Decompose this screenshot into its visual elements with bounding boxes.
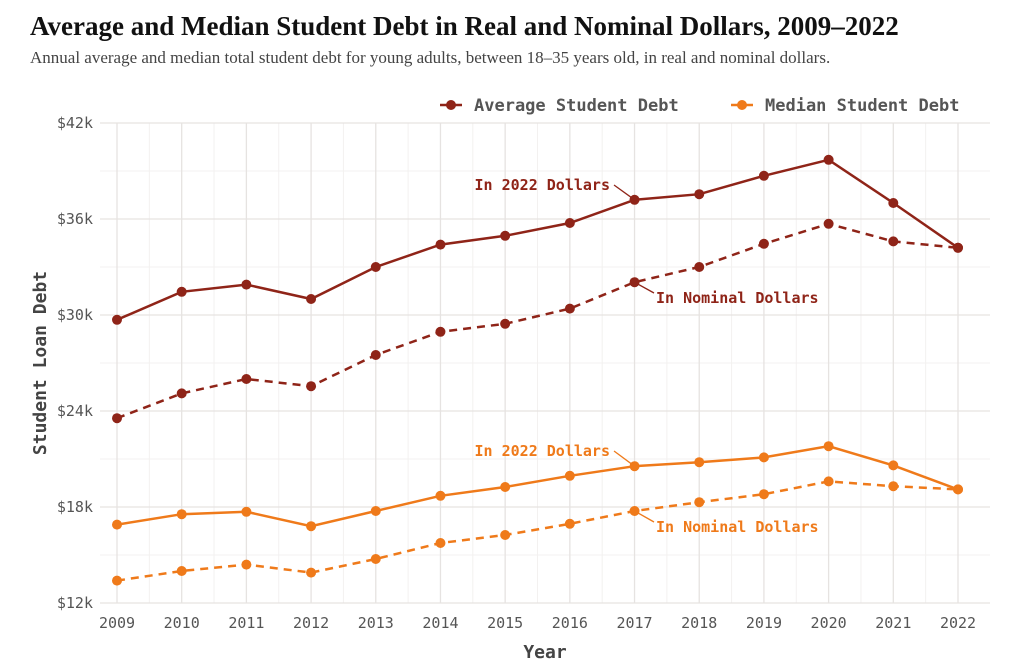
series-line-1	[116, 222, 959, 420]
x-tick-label: 2012	[293, 614, 329, 632]
data-point	[758, 452, 769, 463]
annotation-leader	[613, 184, 635, 201]
series-line-0	[116, 158, 959, 321]
x-tick-label: 2021	[875, 614, 911, 632]
data-point	[176, 509, 187, 520]
x-tick-label: 2014	[422, 614, 458, 632]
annotation-leader	[634, 281, 655, 294]
data-point	[564, 303, 575, 314]
data-point	[888, 236, 899, 247]
x-tick-label: 2016	[552, 614, 588, 632]
annotation-label: In Nominal Dollars	[656, 289, 819, 307]
data-point	[370, 554, 381, 564]
data-point	[435, 490, 446, 501]
chart-subtitle: Annual average and median total student …	[30, 48, 831, 67]
annotation-leader	[613, 450, 635, 467]
data-point	[306, 521, 317, 532]
legend-marker	[446, 100, 456, 110]
y-tick-label: $12k	[57, 594, 93, 612]
data-point	[112, 314, 122, 325]
data-point	[176, 566, 187, 576]
x-axis-label: Year	[523, 642, 567, 663]
data-point	[694, 189, 705, 200]
data-point	[176, 286, 187, 297]
data-point	[758, 489, 769, 500]
y-tick-label: $30k	[57, 306, 93, 324]
y-tick-label: $24k	[57, 402, 93, 420]
data-point	[694, 497, 705, 508]
annotation-label: In 2022 Dollars	[475, 176, 610, 194]
annotation-leader	[634, 510, 655, 523]
data-point	[306, 381, 317, 392]
data-point	[823, 476, 834, 487]
data-point	[888, 481, 899, 492]
x-tick-label: 2020	[811, 614, 847, 632]
data-point	[241, 374, 252, 384]
annotation-label: In 2022 Dollars	[475, 442, 610, 460]
y-axis-label: Student Loan Debt	[30, 271, 51, 455]
data-point	[694, 457, 705, 468]
x-tick-label: 2009	[99, 614, 135, 632]
data-point	[176, 388, 187, 399]
legend-label: Average Student Debt	[474, 96, 679, 116]
legend-label: Median Student Debt	[765, 96, 959, 116]
data-point	[500, 318, 511, 329]
series-line-3	[116, 480, 959, 582]
data-point	[888, 198, 899, 208]
data-point	[500, 530, 511, 540]
x-tick-label: 2015	[487, 614, 523, 632]
data-point	[823, 441, 834, 452]
data-point	[500, 482, 511, 492]
data-point	[823, 218, 834, 229]
y-tick-label: $18k	[57, 498, 93, 516]
data-point	[370, 350, 381, 360]
y-tick-label: $36k	[57, 210, 93, 228]
data-point	[112, 575, 122, 586]
x-tick-label: 2022	[940, 614, 976, 632]
y-tick-label: $42k	[57, 114, 93, 132]
data-point	[112, 519, 122, 530]
data-point	[306, 294, 317, 304]
data-point	[500, 230, 511, 241]
annotation-label: In Nominal Dollars	[656, 518, 819, 536]
data-point	[435, 326, 446, 337]
series-line-2	[116, 444, 959, 528]
data-point	[888, 460, 899, 471]
data-point	[241, 279, 252, 290]
data-point	[758, 170, 769, 181]
data-point	[694, 262, 705, 272]
x-tick-label: 2019	[746, 614, 782, 632]
x-tick-label: 2010	[164, 614, 200, 632]
x-tick-label: 2018	[681, 614, 717, 632]
data-point	[953, 484, 963, 495]
x-tick-label: 2013	[358, 614, 394, 632]
chart-title: Average and Median Student Debt in Real …	[30, 11, 899, 41]
data-point	[953, 242, 963, 253]
data-point	[306, 567, 317, 578]
data-point	[435, 239, 446, 250]
data-point	[435, 538, 446, 548]
data-point	[823, 154, 834, 165]
data-point	[112, 413, 122, 424]
x-tick-label: 2011	[228, 614, 264, 632]
data-point	[241, 559, 252, 570]
data-point	[564, 218, 575, 228]
data-point	[564, 470, 575, 481]
data-point	[564, 518, 575, 529]
legend-marker	[737, 100, 747, 110]
data-point	[370, 262, 381, 272]
data-point	[758, 238, 769, 249]
data-point	[241, 506, 252, 517]
x-tick-label: 2017	[616, 614, 652, 632]
data-point	[370, 506, 381, 516]
